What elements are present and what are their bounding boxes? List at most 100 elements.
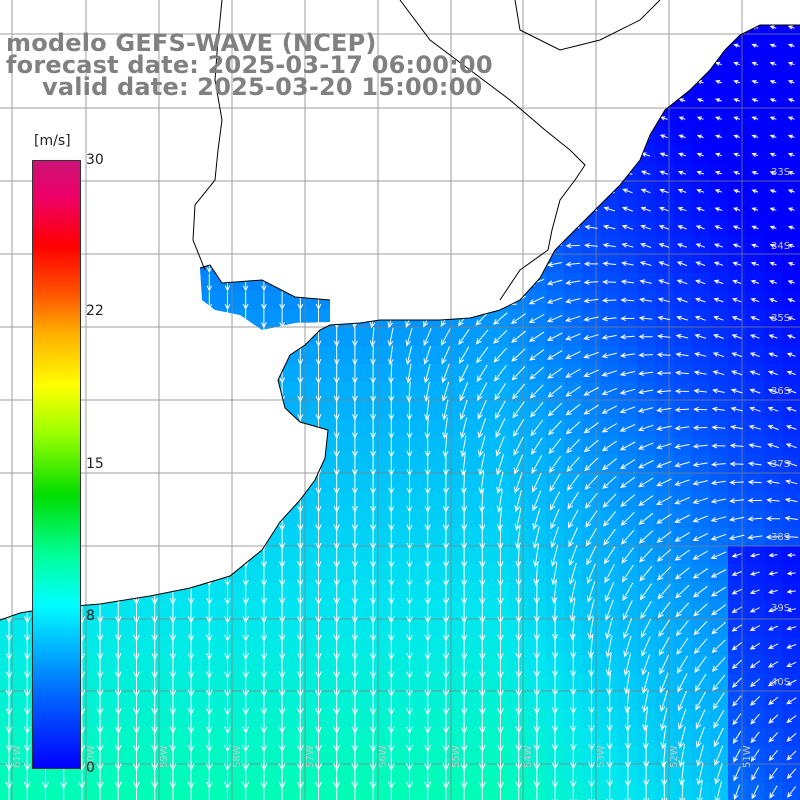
wind-arrow	[403, 25, 415, 30]
wind-arrow	[531, 61, 542, 66]
wind-arrow	[420, 204, 434, 215]
wind-arrow	[188, 291, 194, 311]
speed-cell	[254, 418, 274, 438]
wind-arrow	[279, 327, 285, 347]
speed-cell	[491, 127, 511, 147]
speed-cell	[637, 54, 656, 74]
wind-arrow	[493, 79, 507, 84]
speed-cell	[163, 182, 183, 201]
wind-arrow	[279, 345, 285, 366]
speed-cell	[182, 291, 201, 310]
wind-arrow	[152, 130, 158, 145]
wind-arrow	[6, 399, 13, 421]
speed-cell	[382, 163, 401, 183]
speed-cell	[291, 254, 310, 274]
wind-arrow	[368, 220, 378, 236]
wind-arrow	[456, 240, 471, 252]
wind-arrow	[44, 4, 48, 14]
speed-cell	[109, 236, 128, 256]
speed-cell	[345, 291, 365, 310]
wind-arrow	[492, 133, 508, 140]
wind-arrow	[24, 543, 31, 569]
speed-cell	[145, 473, 165, 492]
speed-cell	[182, 418, 201, 438]
wind-arrow	[568, 25, 578, 30]
wind-arrow	[6, 201, 12, 218]
wind-arrow	[421, 25, 433, 30]
speed-cell	[564, 127, 583, 147]
lat-label-40s: 40S	[771, 677, 791, 688]
speed-cell	[218, 345, 238, 365]
wind-arrow	[438, 204, 453, 215]
speed-cell	[746, 25, 765, 37]
speed-cell	[254, 400, 274, 420]
speed-cell	[455, 182, 474, 201]
speed-cell	[436, 200, 456, 219]
wind-arrow	[279, 237, 285, 255]
wind-arrow	[206, 130, 212, 145]
speed-cell	[182, 400, 201, 420]
wind-arrow	[188, 112, 194, 126]
wind-arrow	[386, 238, 396, 254]
speed-cell	[145, 145, 165, 165]
speed-cell	[710, 0, 729, 19]
wind-arrow	[24, 183, 30, 200]
wind-arrow	[97, 417, 104, 440]
speed-cell	[346, 0, 365, 19]
colorbar-tick-30: 30	[86, 152, 104, 168]
wind-arrow	[260, 399, 267, 421]
wind-arrow	[115, 112, 121, 126]
speed-cell	[0, 309, 19, 329]
speed-cell	[418, 218, 438, 238]
wind-arrow	[187, 543, 195, 569]
speed-cell	[109, 0, 128, 19]
speed-cell	[400, 273, 420, 292]
speed-cell	[564, 36, 583, 56]
wind-arrow	[115, 363, 122, 384]
wind-arrow	[115, 165, 121, 182]
speed-cell	[400, 0, 419, 19]
wind-arrow	[296, 166, 303, 181]
wind-arrow	[315, 237, 321, 255]
speed-cell	[436, 182, 456, 201]
wind-arrow	[115, 219, 122, 237]
speed-cell	[582, 127, 602, 147]
speed-cell	[254, 473, 274, 492]
wind-arrow	[242, 219, 249, 237]
speed-cell	[546, 163, 565, 183]
speed-cell	[163, 327, 183, 347]
wind-arrow	[188, 435, 195, 458]
wind-arrow	[387, 274, 396, 291]
speed-cell	[91, 182, 110, 201]
speed-cell	[72, 127, 92, 147]
wind-arrow	[115, 130, 121, 145]
wind-arrow	[242, 129, 248, 145]
wind-arrow	[224, 219, 231, 237]
lon-label-57w: 57W	[305, 745, 316, 768]
wind-arrow	[79, 112, 85, 126]
wind-arrow	[133, 381, 140, 403]
wind-arrow	[133, 435, 140, 458]
wind-arrow	[133, 201, 140, 218]
wind-arrow	[296, 148, 304, 163]
speed-cell	[582, 0, 601, 19]
lat-label-36s: 36S	[771, 386, 791, 397]
wind-arrow	[24, 435, 31, 458]
wind-arrow	[588, 8, 594, 11]
speed-cell	[473, 0, 492, 19]
speed-cell	[127, 273, 147, 292]
speed-cell	[109, 218, 128, 238]
wind-arrow	[133, 130, 140, 145]
wind-arrow	[133, 525, 140, 550]
wind-arrow	[170, 273, 176, 292]
speed-cell	[0, 182, 19, 201]
wind-arrow	[586, 43, 596, 48]
wind-arrow	[279, 471, 286, 495]
wind-arrow	[151, 399, 158, 421]
speed-cell	[364, 218, 383, 238]
lat-label-38s: 38S	[771, 532, 791, 543]
wind-arrow	[188, 381, 195, 403]
wind-arrow	[474, 223, 490, 232]
wind-arrow	[225, 5, 230, 13]
wind-arrow	[224, 327, 231, 347]
